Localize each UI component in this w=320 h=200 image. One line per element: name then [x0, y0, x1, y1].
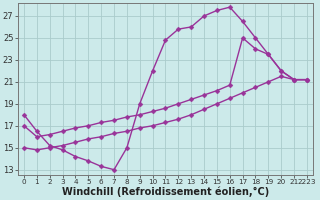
- X-axis label: Windchill (Refroidissement éolien,°C): Windchill (Refroidissement éolien,°C): [62, 187, 269, 197]
